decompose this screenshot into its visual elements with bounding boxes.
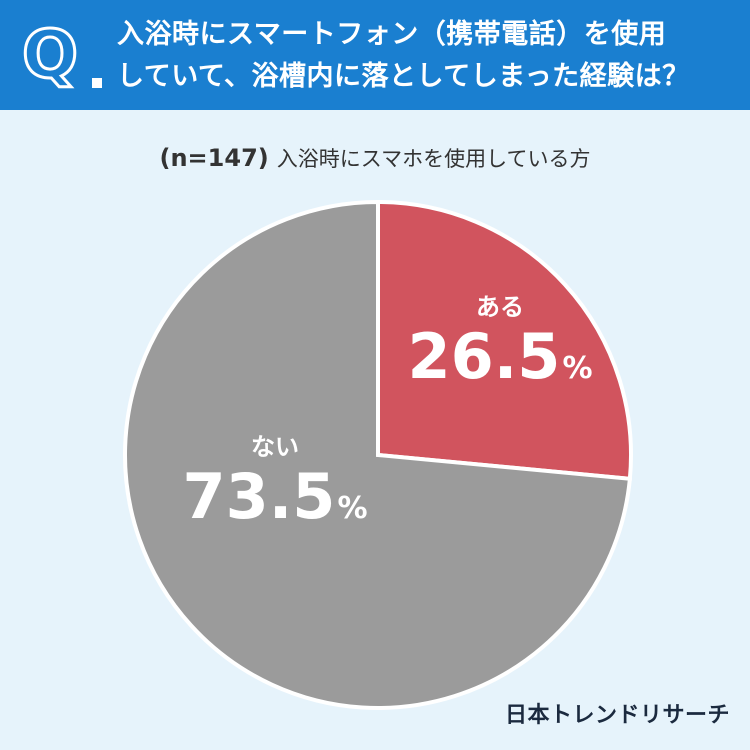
slice-label-aru: ある 26.5% xyxy=(405,292,595,404)
question-text: 入浴時にスマートフォン（携帯電話）を使用 していて、浴槽内に落としてしまった経験… xyxy=(117,14,737,98)
q-letter: Q xyxy=(20,16,79,93)
question-line-2: していて、浴槽内に落としてしまった経験は？ xyxy=(117,61,690,92)
slice-name-nai: ない xyxy=(251,433,299,461)
slice-name-aru: ある xyxy=(476,293,524,321)
slice-value-nai: 73.5% xyxy=(182,460,368,533)
pie-slice-0 xyxy=(376,199,633,481)
chart-subtitle: (n=147) 入浴時にスマホを使用している方 xyxy=(0,143,750,174)
pie-slice-1 xyxy=(123,199,633,710)
slice-label-nai: ない 73.5% xyxy=(180,432,370,544)
question-header: Q 入浴時にスマートフォン（携帯電話）を使用 していて、浴槽内に落としてしまった… xyxy=(0,0,750,110)
slice-value-aru: 26.5% xyxy=(407,320,593,393)
question-line-1: 入浴時にスマートフォン（携帯電話）を使用 xyxy=(117,19,667,50)
brand-logo-text: 日本トレンドリサーチ xyxy=(504,703,730,728)
respondent-description: 入浴時にスマホを使用している方 xyxy=(276,147,591,171)
sample-size: (n=147) xyxy=(159,144,269,172)
q-dot xyxy=(92,78,102,88)
